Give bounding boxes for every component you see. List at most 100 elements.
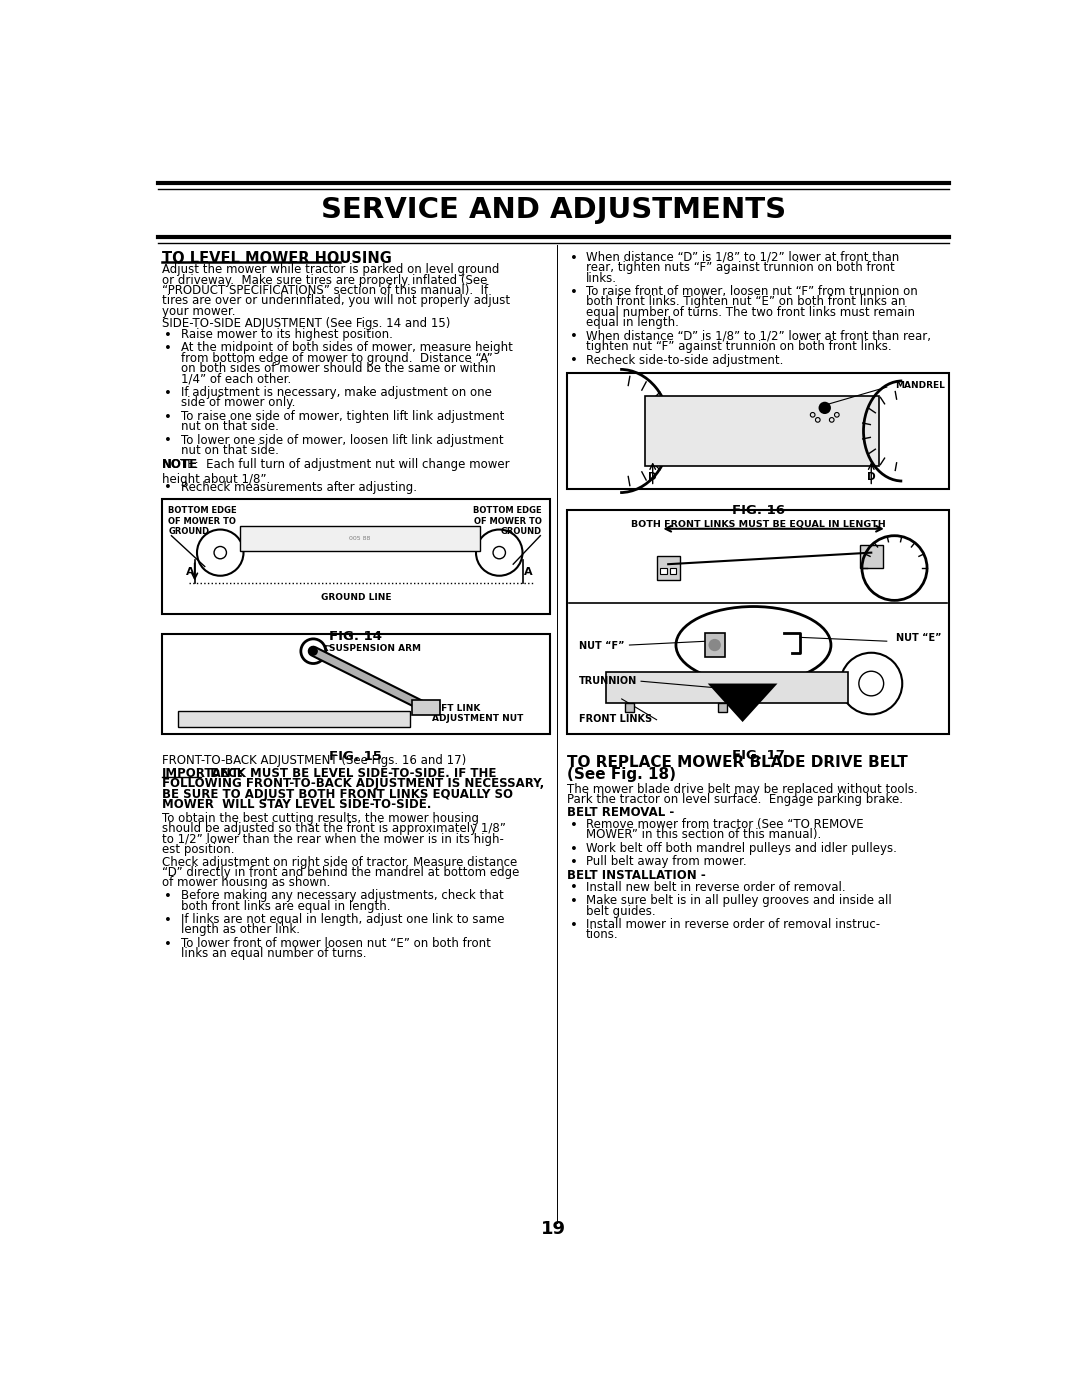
Text: Raise mower to its highest position.: Raise mower to its highest position. [180, 328, 393, 341]
Text: (See Fig. 18): (See Fig. 18) [567, 767, 676, 782]
Bar [162, 634, 550, 735]
Text: D: D [867, 472, 876, 482]
Text: GROUND LINE: GROUND LINE [321, 592, 391, 602]
Text: A: A [524, 567, 532, 577]
Text: “PRODUCT SPECIFICATIONS” section of this manual).  If: “PRODUCT SPECIFICATIONS” section of this… [162, 284, 488, 298]
Text: belt guides.: belt guides. [586, 904, 656, 918]
Bar [567, 373, 948, 489]
Text: should be adjusted so that the front is approximately 1/8”: should be adjusted so that the front is … [162, 823, 507, 835]
Text: •: • [570, 286, 578, 299]
Text: At the midpoint of both sides of mower, measure height: At the midpoint of both sides of mower, … [180, 341, 513, 355]
Text: •: • [164, 914, 173, 926]
Text: NOTE: NOTE [162, 458, 199, 471]
Text: your mower.: your mower. [162, 305, 235, 317]
Text: “D” directly in front and behind the mandrel at bottom edge: “D” directly in front and behind the man… [162, 866, 519, 879]
Text: Install mower in reverse order of removal instruc-: Install mower in reverse order of remova… [586, 918, 880, 930]
Polygon shape [707, 683, 778, 722]
Text: •: • [164, 411, 173, 423]
Text: 005 88: 005 88 [349, 536, 370, 541]
Text: Remove mower from tractor (See “TO REMOVE: Remove mower from tractor (See “TO REMOV… [586, 817, 864, 831]
Text: •: • [164, 937, 173, 950]
Text: tires are over or underinflated, you will not properly adjust: tires are over or underinflated, you wil… [162, 295, 510, 307]
Bar [567, 510, 948, 733]
Text: TRUNNION: TRUNNION [579, 676, 637, 686]
Text: both front links are equal in length.: both front links are equal in length. [180, 900, 390, 912]
Text: tighten nut “F” against trunnion on both front links.: tighten nut “F” against trunnion on both… [586, 339, 892, 353]
Bar [162, 499, 550, 615]
Text: equal in length.: equal in length. [586, 316, 679, 330]
Text: D: D [648, 472, 657, 482]
Text: BOTTOM EDGE
OF MOWER TO
GROUND: BOTTOM EDGE OF MOWER TO GROUND [473, 507, 542, 536]
Text: DECK MUST BE LEVEL SIDE-TO-SIDE. IF THE: DECK MUST BE LEVEL SIDE-TO-SIDE. IF THE [202, 767, 497, 780]
Text: 19: 19 [541, 1220, 566, 1238]
Text: To lower front of mower loosen nut “E” on both front: To lower front of mower loosen nut “E” o… [180, 937, 490, 950]
Text: FRONT-TO-BACK ADJUSTMENT (See Figs. 16 and 17): FRONT-TO-BACK ADJUSTMENT (See Figs. 16 a… [162, 754, 467, 767]
Text: IMPORTANT:: IMPORTANT: [162, 767, 244, 780]
Bar [718, 703, 727, 712]
Text: est position.: est position. [162, 842, 234, 856]
Text: •: • [570, 882, 578, 894]
Text: nut on that side.: nut on that side. [180, 420, 279, 433]
Text: Work belt off both mandrel pulleys and idler pulleys.: Work belt off both mandrel pulleys and i… [586, 842, 896, 855]
Text: FIG. 15: FIG. 15 [329, 750, 382, 763]
Text: TO LEVEL MOWER HOUSING: TO LEVEL MOWER HOUSING [162, 251, 392, 265]
Text: SUSPENSION ARM: SUSPENSION ARM [328, 644, 421, 652]
Text: FIG. 14: FIG. 14 [329, 630, 382, 643]
Text: MANDREL: MANDREL [895, 381, 945, 390]
Text: Check adjustment on right side of tractor. Measure distance: Check adjustment on right side of tracto… [162, 855, 517, 869]
Text: •: • [164, 434, 173, 447]
Text: •: • [164, 890, 173, 902]
Text: NOTE:  Each full turn of adjustment nut will change mower
height about 1/8”.: NOTE: Each full turn of adjustment nut w… [162, 458, 510, 486]
Text: A: A [186, 567, 194, 577]
Text: If links are not equal in length, adjust one link to same: If links are not equal in length, adjust… [180, 914, 504, 926]
Text: •: • [570, 842, 578, 855]
Bar [413, 700, 440, 715]
Text: •: • [164, 328, 173, 342]
Bar [177, 711, 410, 726]
Text: SERVICE AND ADJUSTMENTS: SERVICE AND ADJUSTMENTS [321, 196, 786, 224]
Bar [661, 569, 666, 574]
Text: •: • [164, 342, 173, 355]
Text: both front links. Tighten nut “E” on both front links an: both front links. Tighten nut “E” on bot… [586, 295, 905, 309]
Text: MOWER  WILL STAY LEVEL SIDE-TO-SIDE.: MOWER WILL STAY LEVEL SIDE-TO-SIDE. [162, 798, 432, 812]
Text: Before making any necessary adjustments, check that: Before making any necessary adjustments,… [180, 888, 503, 902]
Text: BELT INSTALLATION -: BELT INSTALLATION - [567, 869, 706, 882]
Bar [657, 556, 679, 580]
Text: MOWER” in this section of this manual).: MOWER” in this section of this manual). [586, 828, 821, 841]
Text: Adjust the mower while tractor is parked on level ground: Adjust the mower while tractor is parked… [162, 263, 499, 277]
Text: •: • [164, 387, 173, 400]
Text: If adjustment is necessary, make adjustment on one: If adjustment is necessary, make adjustm… [180, 386, 491, 400]
Circle shape [819, 402, 831, 414]
Text: BOTTOM EDGE
OF MOWER TO
GROUND: BOTTOM EDGE OF MOWER TO GROUND [168, 507, 237, 536]
Bar [860, 545, 882, 569]
Bar [705, 633, 725, 657]
Text: links an equal number of turns.: links an equal number of turns. [180, 947, 366, 960]
Text: equal number of turns. The two front links must remain: equal number of turns. The two front lin… [586, 306, 915, 319]
Text: •: • [570, 919, 578, 932]
Circle shape [708, 638, 721, 651]
Text: LIFT LINK
ADJUSTMENT NUT: LIFT LINK ADJUSTMENT NUT [432, 704, 523, 724]
Text: SIDE-TO-SIDE ADJUSTMENT (See Figs. 14 and 15): SIDE-TO-SIDE ADJUSTMENT (See Figs. 14 an… [162, 317, 450, 331]
Bar [625, 703, 634, 712]
Text: •: • [164, 482, 173, 495]
Text: FIG. 17: FIG. 17 [731, 749, 784, 761]
Text: nut on that side.: nut on that side. [180, 444, 279, 457]
Bar [606, 672, 848, 703]
Text: Recheck measurements after adjusting.: Recheck measurements after adjusting. [180, 481, 417, 493]
Text: 1/4” of each other.: 1/4” of each other. [180, 373, 291, 386]
Text: •: • [570, 856, 578, 869]
Text: •: • [570, 331, 578, 344]
Text: To raise front of mower, loosen nut “F” from trunnion on: To raise front of mower, loosen nut “F” … [586, 285, 918, 298]
Text: or driveway.  Make sure tires are properly inflated (See: or driveway. Make sure tires are properl… [162, 274, 487, 286]
Text: When distance “D” is 1/8” to 1/2” lower at front than rear,: When distance “D” is 1/8” to 1/2” lower … [586, 330, 931, 342]
Text: Install new belt in reverse order of removal.: Install new belt in reverse order of rem… [586, 880, 846, 894]
Text: length as other link.: length as other link. [180, 923, 300, 936]
Text: Recheck side-to-side adjustment.: Recheck side-to-side adjustment. [586, 353, 783, 366]
Text: side of mower only.: side of mower only. [180, 397, 295, 409]
Text: To obtain the best cutting results, the mower housing: To obtain the best cutting results, the … [162, 812, 480, 824]
Text: BELT REMOVAL -: BELT REMOVAL - [567, 806, 675, 819]
Text: of mower housing as shown.: of mower housing as shown. [162, 876, 330, 890]
Text: links.: links. [586, 271, 617, 285]
Bar [240, 525, 480, 550]
Text: Pull belt away from mower.: Pull belt away from mower. [586, 855, 746, 869]
